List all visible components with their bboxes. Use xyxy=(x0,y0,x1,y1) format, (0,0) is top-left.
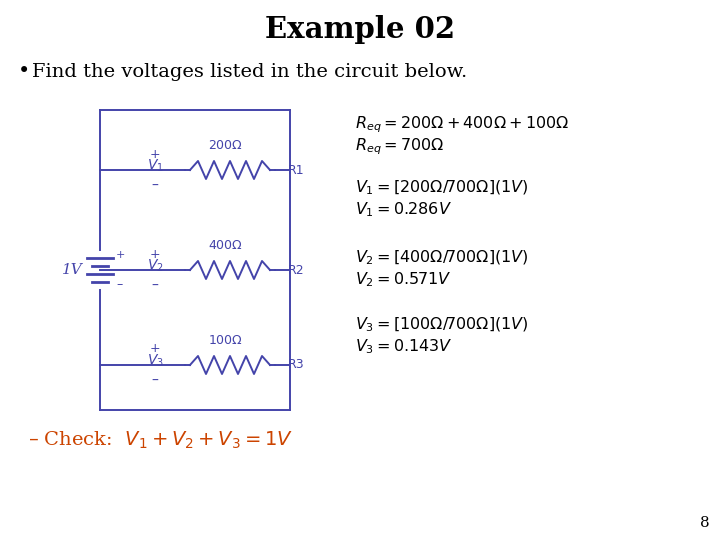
Text: –: – xyxy=(152,374,158,388)
Text: $R_{eq} = 700\Omega$: $R_{eq} = 700\Omega$ xyxy=(355,137,444,157)
Text: –: – xyxy=(152,179,158,193)
Text: Find the voltages listed in the circuit below.: Find the voltages listed in the circuit … xyxy=(32,63,467,81)
Text: R2: R2 xyxy=(288,264,305,276)
Text: $V_3 = [100\Omega / 700\Omega](1V)$: $V_3 = [100\Omega / 700\Omega](1V)$ xyxy=(355,316,528,334)
Text: $400\Omega$: $400\Omega$ xyxy=(207,239,243,252)
Text: $V_2 = 0.571V$: $V_2 = 0.571V$ xyxy=(355,271,451,289)
Text: +: + xyxy=(116,250,125,260)
Text: –: – xyxy=(152,279,158,293)
Text: 8: 8 xyxy=(701,516,710,530)
Text: $R_{eq} = 200\Omega + 400\Omega + 100\Omega$: $R_{eq} = 200\Omega + 400\Omega + 100\Om… xyxy=(355,114,570,136)
Text: 1V: 1V xyxy=(62,263,82,277)
Text: •: • xyxy=(18,63,30,82)
Text: $V_3 = 0.143V$: $V_3 = 0.143V$ xyxy=(355,338,453,356)
Text: $V_1 = 0.286V$: $V_1 = 0.286V$ xyxy=(355,201,452,219)
Text: – Check:  $V_1 + V_2 + V_3 = 1V$: – Check: $V_1 + V_2 + V_3 = 1V$ xyxy=(28,429,293,451)
Text: +: + xyxy=(150,342,161,355)
Text: $200\Omega$: $200\Omega$ xyxy=(207,139,243,152)
Text: $V_2 = [400\Omega / 700\Omega](1V)$: $V_2 = [400\Omega / 700\Omega](1V)$ xyxy=(355,249,528,267)
Text: –: – xyxy=(116,279,122,292)
Text: R1: R1 xyxy=(288,164,305,177)
Text: +: + xyxy=(150,147,161,160)
Text: $V_1$: $V_1$ xyxy=(147,158,163,174)
Text: $V_1 = [200\Omega / 700\Omega](1V)$: $V_1 = [200\Omega / 700\Omega](1V)$ xyxy=(355,179,528,197)
Text: $V_3$: $V_3$ xyxy=(147,353,163,369)
Text: R3: R3 xyxy=(288,359,305,372)
Text: +: + xyxy=(150,247,161,260)
Text: Example 02: Example 02 xyxy=(265,16,455,44)
Text: $100\Omega$: $100\Omega$ xyxy=(207,334,243,347)
Text: $V_2$: $V_2$ xyxy=(147,258,163,274)
